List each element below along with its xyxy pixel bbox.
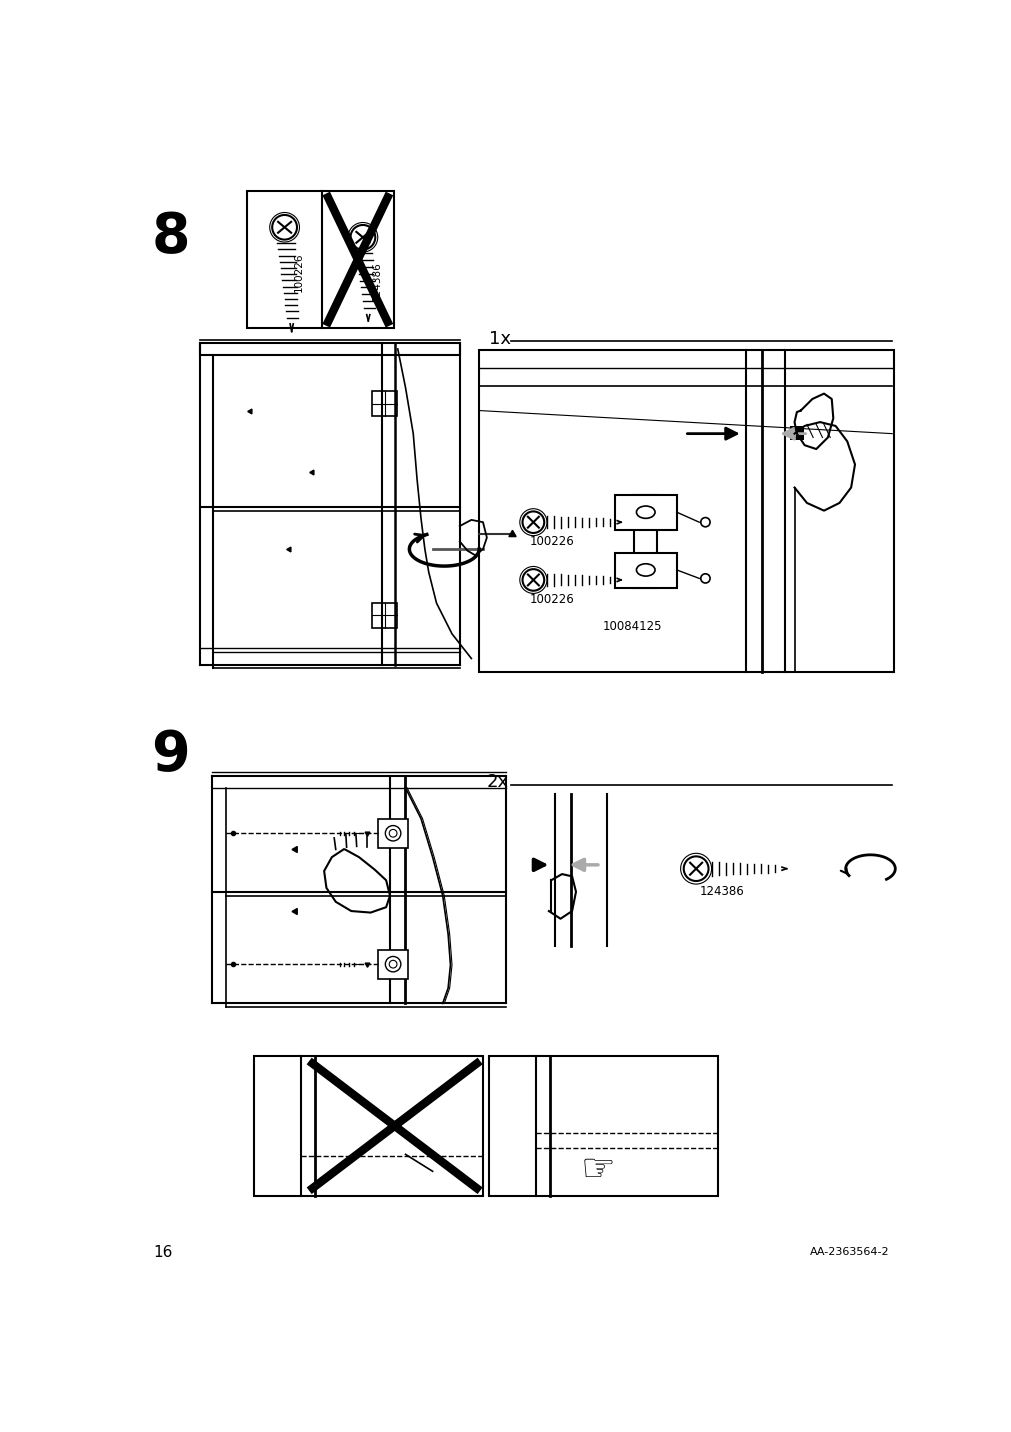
Bar xyxy=(634,495,657,587)
Circle shape xyxy=(700,574,710,583)
Circle shape xyxy=(700,517,710,527)
Bar xyxy=(488,1055,717,1196)
Text: 1x: 1x xyxy=(488,329,511,348)
Bar xyxy=(790,425,803,440)
Circle shape xyxy=(350,225,375,249)
Circle shape xyxy=(522,569,544,591)
Circle shape xyxy=(522,511,544,533)
Text: ☞: ☞ xyxy=(579,1151,615,1189)
Ellipse shape xyxy=(636,505,654,518)
Text: 124386: 124386 xyxy=(700,885,744,898)
Bar xyxy=(378,949,407,979)
Bar xyxy=(247,190,393,328)
Circle shape xyxy=(389,829,396,838)
Text: 124386: 124386 xyxy=(371,261,381,301)
Circle shape xyxy=(683,856,708,881)
Ellipse shape xyxy=(636,564,654,576)
Circle shape xyxy=(385,826,400,841)
Polygon shape xyxy=(200,342,459,355)
Text: AA-2363564-2: AA-2363564-2 xyxy=(810,1247,889,1257)
Bar xyxy=(372,391,396,415)
Circle shape xyxy=(272,215,296,239)
Text: 10084125: 10084125 xyxy=(603,620,662,633)
Text: 9: 9 xyxy=(152,729,190,782)
Bar xyxy=(378,819,407,848)
Text: 2x: 2x xyxy=(486,773,509,792)
Text: 8: 8 xyxy=(152,211,190,265)
Bar xyxy=(372,603,396,627)
Bar xyxy=(254,1055,482,1196)
Bar xyxy=(478,351,893,673)
Circle shape xyxy=(389,961,396,968)
Bar xyxy=(614,553,676,587)
Text: 100226: 100226 xyxy=(529,593,573,606)
Circle shape xyxy=(385,957,400,972)
Bar xyxy=(614,495,676,530)
Text: 16: 16 xyxy=(154,1244,173,1260)
Text: 100226: 100226 xyxy=(529,536,573,548)
Text: 100226: 100226 xyxy=(293,252,303,292)
